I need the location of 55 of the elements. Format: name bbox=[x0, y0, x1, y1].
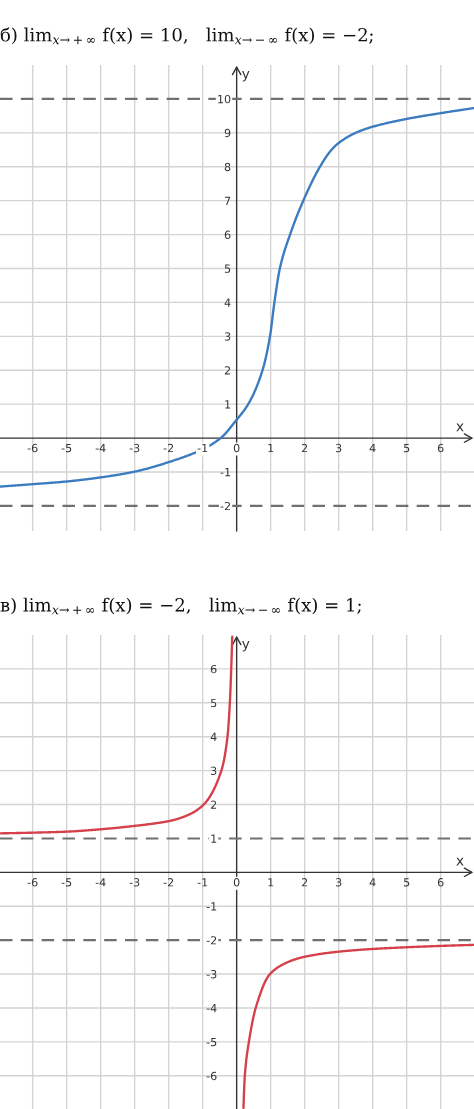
x-tick-label: 4 bbox=[369, 878, 376, 887]
x-tick-label: -6 bbox=[27, 878, 38, 887]
x-tick-label: 6 bbox=[437, 443, 444, 453]
x-tick-label: -6 bbox=[27, 443, 38, 453]
y-tick-label: 1 bbox=[225, 400, 231, 409]
chart-title: в) lim$_{x→+∞}$ f(x) = −2, lim$_{x→−∞}$ f(x) = 1; bbox=[0, 597, 361, 615]
x-tick-label: 0 bbox=[233, 443, 240, 453]
y-tick-label: 2 bbox=[210, 800, 217, 809]
x-tick-label: 1 bbox=[268, 443, 274, 453]
x-tick-label: 4 bbox=[369, 443, 376, 453]
y-tick-label: -6 bbox=[206, 1071, 217, 1081]
x-axis-title: x bbox=[456, 423, 464, 432]
y-tick-label: -1 bbox=[220, 468, 231, 477]
y-tick-label: 6 bbox=[210, 664, 217, 674]
x-tick-label: 5 bbox=[404, 443, 410, 453]
ref-line-label: -2 bbox=[206, 936, 217, 945]
x-tick-label: -1 bbox=[197, 443, 208, 453]
chart-title: б) lim$_{x→+∞}$ f(x) = 10, lim$_{x→−∞}$ f(x) = −2; bbox=[0, 27, 373, 45]
x-tick-label: 6 bbox=[437, 878, 444, 887]
x-tick-label: 3 bbox=[335, 878, 342, 887]
x-tick-label: 2 bbox=[301, 443, 308, 453]
x-tick-label: -2 bbox=[163, 878, 174, 887]
y-tick-label: 2 bbox=[224, 366, 230, 375]
x-tick-label: -4 bbox=[95, 878, 106, 887]
x-tick-label: -2 bbox=[163, 443, 174, 453]
x-axis-title: x bbox=[456, 857, 464, 866]
y-tick-label: 4 bbox=[224, 298, 231, 307]
ref-line-label: 10 bbox=[218, 94, 231, 104]
y-tick-label: -5 bbox=[206, 1037, 217, 1047]
y-axis-title: y bbox=[242, 640, 250, 652]
y-tick-label: 7 bbox=[224, 196, 231, 205]
y-tick-label: -1 bbox=[206, 902, 217, 911]
y-tick-label: 4 bbox=[210, 732, 217, 741]
y-tick-label: -3 bbox=[206, 970, 217, 979]
x-tick-label: -3 bbox=[129, 443, 140, 453]
x-tick-label: 5 bbox=[404, 878, 410, 887]
x-tick-label: -4 bbox=[95, 443, 106, 453]
x-tick-label: 3 bbox=[335, 443, 342, 453]
y-tick-label: -4 bbox=[206, 1004, 217, 1013]
x-tick-label: -5 bbox=[61, 878, 72, 887]
x-tick-label: 1 bbox=[268, 878, 274, 887]
y-tick-label: 6 bbox=[224, 230, 231, 239]
x-tick-label: 0 bbox=[233, 878, 240, 887]
ref-line-label: -2 bbox=[220, 501, 230, 511]
y-tick-label: 5 bbox=[224, 264, 231, 273]
y-tick-label: 9 bbox=[224, 128, 231, 138]
y-axis-title: y bbox=[242, 70, 250, 82]
x-tick-label: -1 bbox=[197, 878, 208, 887]
y-tick-label: 3 bbox=[224, 332, 231, 341]
x-tick-label: 2 bbox=[301, 878, 308, 887]
x-tick-label: -5 bbox=[61, 443, 72, 453]
x-tick-label: -3 bbox=[129, 878, 140, 887]
y-tick-label: 3 bbox=[210, 766, 217, 775]
y-tick-label: 8 bbox=[224, 162, 231, 172]
y-tick-label: 5 bbox=[211, 698, 217, 708]
